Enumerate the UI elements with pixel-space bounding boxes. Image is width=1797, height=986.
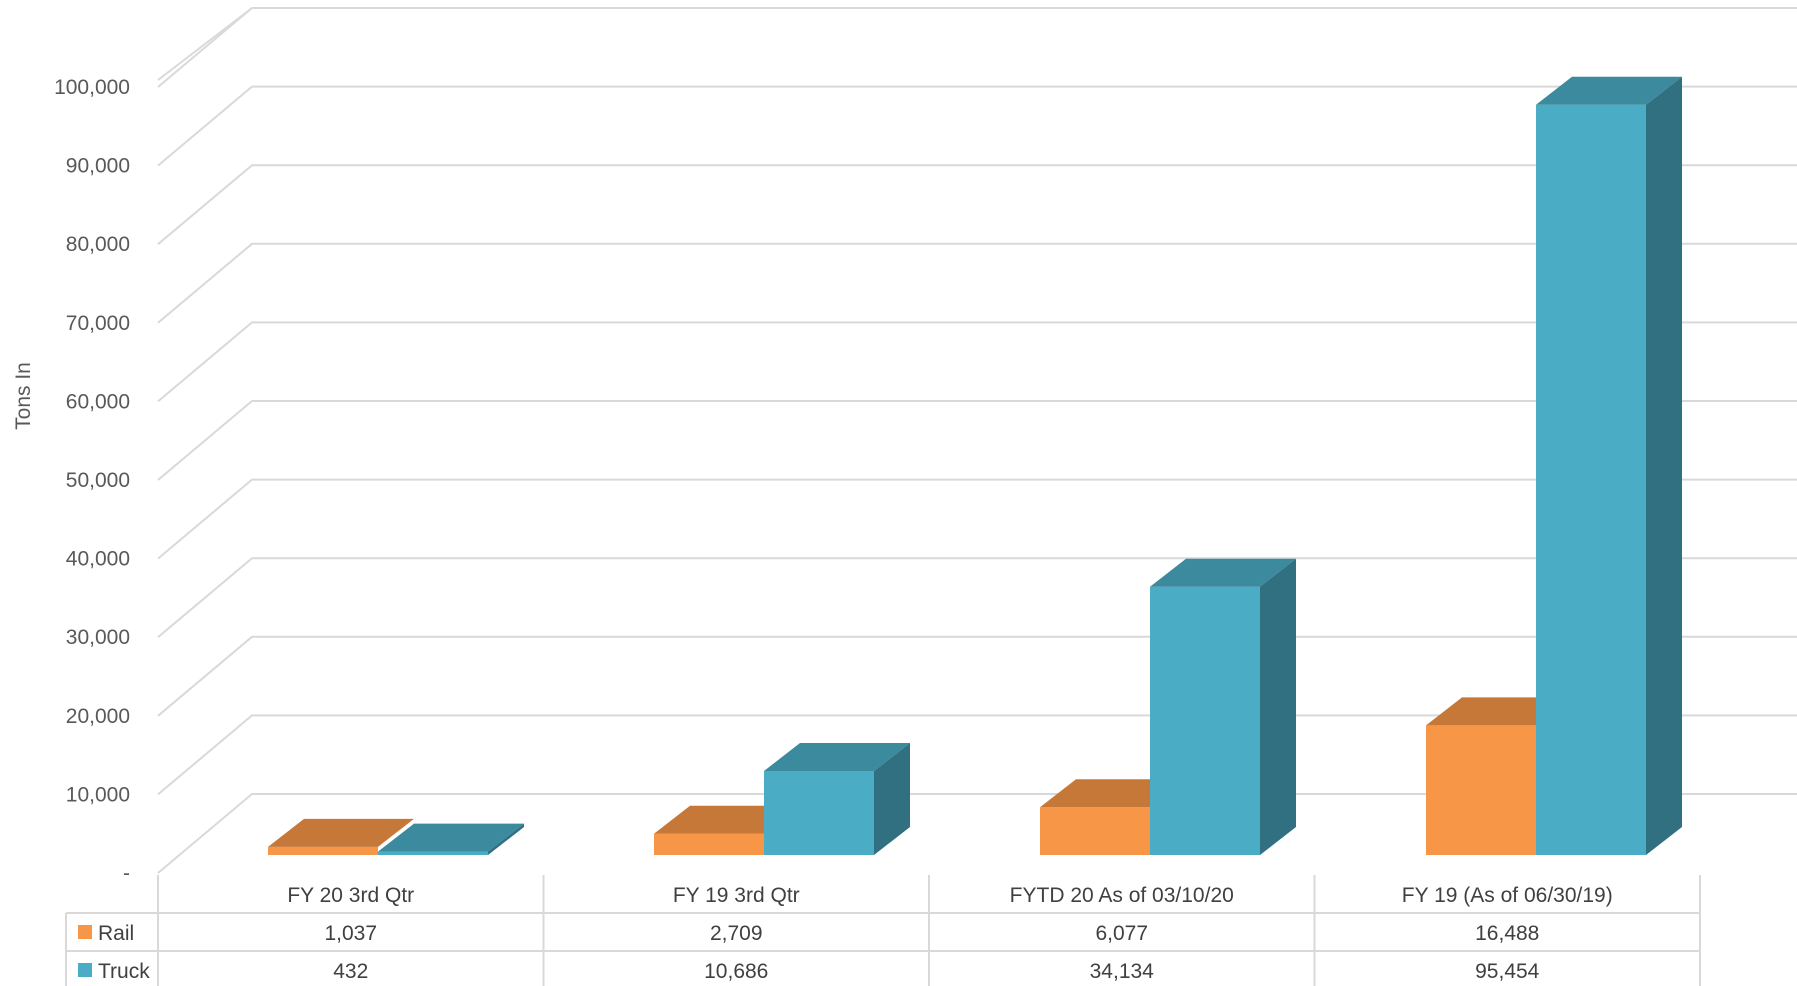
data-table-value: 16,488 <box>1475 922 1539 945</box>
gridline <box>157 478 1797 560</box>
bar-rail <box>1426 697 1572 855</box>
x-tick-label: FY 20 3rd Qtr <box>287 884 414 907</box>
y-axis-title: Tons In <box>12 362 35 430</box>
gridlines <box>157 7 1797 874</box>
gridline <box>157 557 1797 638</box>
legend-swatch <box>78 963 92 977</box>
bar-truck <box>764 743 910 855</box>
bar-truck <box>378 823 524 855</box>
bar-front <box>654 833 764 855</box>
data-table-value: 2,709 <box>710 922 763 945</box>
bar-rail <box>654 805 800 855</box>
y-tick-label: 50,000 <box>66 469 130 492</box>
bar-top <box>268 818 414 847</box>
data-table-value: 6,077 <box>1095 922 1148 945</box>
bar-front <box>268 846 378 855</box>
gridline-top-diagonal <box>157 7 253 81</box>
bar-rail <box>268 818 414 855</box>
x-tick-label: FY 19 3rd Qtr <box>673 884 800 907</box>
data-table-value: 95,454 <box>1475 960 1540 983</box>
legend-label: Truck <box>98 960 150 983</box>
x-tick-label: FYTD 20 As of 03/10/20 <box>1010 884 1234 907</box>
gridline <box>157 242 1797 324</box>
data-table-value: 1,037 <box>324 922 377 945</box>
legend-label: Rail <box>98 922 134 945</box>
data-table-value: 432 <box>333 960 368 983</box>
y-tick-label: - <box>123 862 130 885</box>
bar-top <box>378 823 524 852</box>
y-tick-label: 40,000 <box>66 548 130 571</box>
gridline <box>157 164 1797 245</box>
y-axis-ticks: - 10,000 20,000 30,000 40,000 50,000 60,000 70,… <box>54 76 130 885</box>
gridline <box>157 7 1797 88</box>
bar-truck <box>1536 76 1682 855</box>
gridline <box>157 85 1797 167</box>
bar-side <box>874 743 910 855</box>
bar-side <box>1646 76 1682 855</box>
bar-truck <box>1150 558 1296 855</box>
bar-side <box>1260 558 1296 855</box>
bar-top <box>1536 76 1682 105</box>
bar-front <box>1150 586 1260 855</box>
bar-top <box>654 805 800 834</box>
x-tick-label: FY 19 (As of 06/30/19) <box>1402 884 1613 907</box>
gridline <box>157 321 1797 403</box>
bar-front <box>764 771 874 855</box>
y-tick-label: 30,000 <box>66 626 130 649</box>
bar-top <box>1426 697 1572 726</box>
data-table-value: 10,686 <box>704 960 768 983</box>
bar-top <box>1040 779 1186 808</box>
data-table: FY 20 3rd Qtr FY 19 3rd Qtr FYTD 20 As of … <box>65 875 1701 986</box>
legend-swatch <box>78 925 92 939</box>
bar-top <box>1150 558 1296 587</box>
bar-front <box>1536 104 1646 855</box>
bar-side <box>488 823 524 855</box>
y-tick-label: 60,000 <box>66 390 130 413</box>
bar-front <box>1040 807 1150 855</box>
data-table-value: 34,134 <box>1090 960 1155 983</box>
bars <box>268 76 1682 855</box>
y-tick-label: 20,000 <box>66 705 130 728</box>
y-tick-label: 100,000 <box>54 76 130 99</box>
y-tick-label: 70,000 <box>66 312 130 335</box>
y-tick-label: 90,000 <box>66 155 130 178</box>
gridline <box>157 400 1797 481</box>
bar-top <box>764 743 910 772</box>
bar-front <box>1426 725 1536 855</box>
bar-front <box>378 851 488 855</box>
y-tick-label: 80,000 <box>66 233 130 256</box>
bar-rail <box>1040 779 1186 855</box>
y-tick-label: 10,000 <box>66 783 130 806</box>
